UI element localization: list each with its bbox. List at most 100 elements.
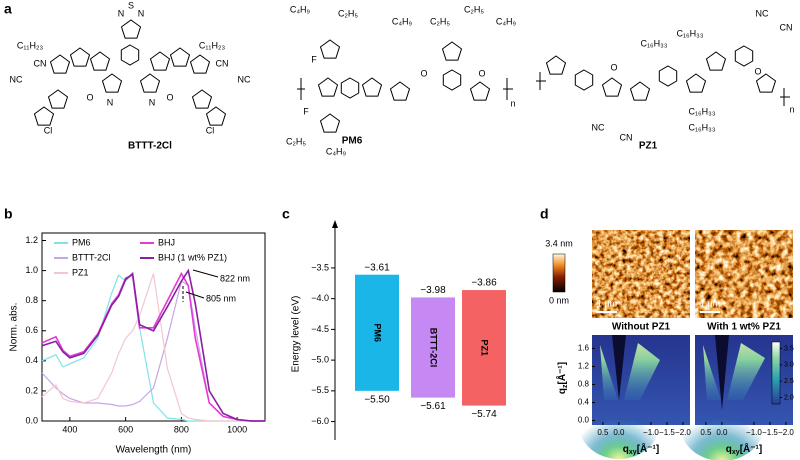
atom-label: O [478,68,485,78]
ring [545,55,567,75]
y-tick-label: −3.5 [311,262,329,272]
x-tick-label: 600 [118,424,133,434]
annotation: 822 nm [220,273,250,283]
series-line [41,273,265,422]
colorbar-tick-label: 3.0 [784,362,794,369]
y-tick-label: −4.0 [311,293,329,303]
atom-label: F [311,54,317,64]
axis-label-part: xy [732,449,740,456]
ring [319,39,341,59]
x-tick-label: 0.5 [597,428,609,437]
value-label: −3.98 [420,285,446,296]
panel-label: d [540,206,549,222]
colorbar-tick-label: 3.5 [784,345,794,352]
ring [361,77,383,97]
axis-label-part: q [623,444,629,455]
x-tick-label: 400 [62,424,77,434]
ring [89,51,111,71]
atom-label: n [789,104,794,114]
ring [441,41,463,61]
y-tick-label: 0.0 [578,416,590,425]
axis-label-part: xy [629,449,637,456]
ring [205,106,227,126]
y-tick-label: 0.8 [25,295,38,305]
x-axis-label: qxy[Å⁻¹] [623,442,659,456]
axis-label-part: q [726,444,732,455]
atom-label: N [107,97,114,107]
ring [658,65,678,87]
legend-label: BTTT-2Cl [72,252,111,262]
atom-label: C₄H₉ [496,16,517,26]
value-label: −3.86 [471,278,497,289]
atom-label: C₄H₉ [290,4,311,14]
molecule-name: PM6 [342,136,363,147]
ring [139,73,161,93]
ring [69,47,91,67]
ring [734,45,754,67]
panel-label: c [282,206,290,222]
y-tick-label: −6.0 [311,416,329,426]
atom-label: F [303,106,309,116]
axis-arrow [332,220,338,228]
bar-label: PM6 [373,324,383,343]
ring [189,54,211,74]
ring [601,77,623,97]
y-tick-label: 0.6 [25,325,38,335]
atom-label: C₂H₅ [464,4,484,14]
ring [389,81,411,101]
panel-label: b [4,206,13,222]
axis-label-part: [Å⁻¹] [637,442,660,455]
atom-label: C₂H₅ [286,136,306,146]
x-tick-label: −2.0 [778,428,794,437]
series-line [41,271,265,422]
atom-label: N [118,8,125,18]
atom-label: O [86,92,93,102]
atom-label: CN [216,58,229,68]
atom-label: C₁₆H₃₃ [689,122,716,132]
polymer-bracket [297,72,790,106]
ring [755,73,777,93]
atom-label: C₄H₉ [326,146,347,156]
ring [705,51,727,71]
y-axis-label: Norm. abs. [9,303,20,352]
atom-label: NC [10,74,23,84]
bar [355,274,399,391]
atom-label: N [149,97,156,107]
atom-label: NC [238,74,251,84]
axis-label-part: q [557,388,568,394]
atom-label: n [510,98,515,108]
ring [442,69,462,91]
x-tick-label: −1.0 [746,428,762,437]
atom-label: NC [592,122,605,132]
annotation: 805 nm [206,293,236,303]
ring [33,106,55,126]
atom-label: CN [34,58,47,68]
bar [462,290,506,406]
y-tick-label: 1.2 [578,362,590,371]
atom-label: C₁₆H₃₃ [689,106,716,116]
bar-label: BTTT-2Cl [429,328,439,368]
giwaxs-colorbar [771,341,781,405]
ring [317,77,339,97]
ring [469,81,491,101]
series-line [41,268,265,422]
afm-image [695,230,793,318]
value-label: −5.50 [364,394,390,405]
atom-label: C₂H₅ [338,8,358,18]
atom-label: C₁₆H₃₃ [641,38,668,48]
atom-label: CN [620,132,633,142]
value-label: −3.61 [364,262,390,273]
bar [411,297,455,398]
atom-label: C₁₁H₂₃ [17,40,44,50]
bar-label: PZ1 [480,340,490,357]
ring [319,113,341,133]
value-label: −5.61 [420,401,446,412]
legend-label: PM6 [72,237,91,247]
atom-label: C₁₆H₃₃ [677,28,704,38]
atom-label: C₁₁H₂₃ [199,40,226,50]
atom-label: O [754,66,761,76]
atom-label: Cl [206,125,215,135]
atom-label: S [128,0,134,10]
y-tick-label: 0.2 [25,385,38,395]
